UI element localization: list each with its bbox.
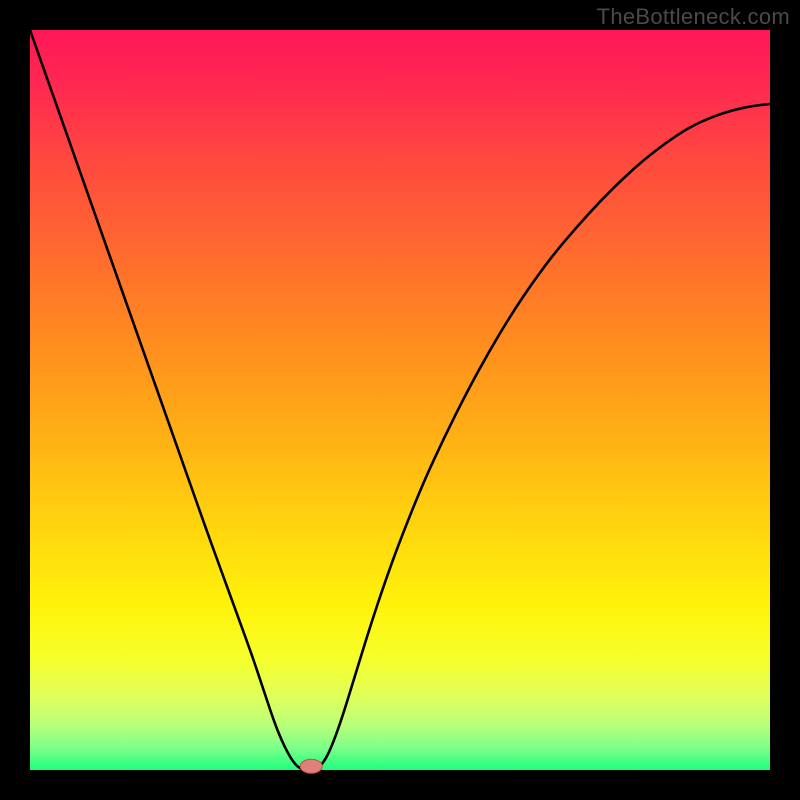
bottleneck-chart: TheBottleneck.com: [0, 0, 800, 800]
watermark-text: TheBottleneck.com: [597, 4, 790, 30]
optimum-marker: [300, 759, 322, 773]
chart-svg: [0, 0, 800, 800]
chart-plot-area: [30, 30, 770, 770]
